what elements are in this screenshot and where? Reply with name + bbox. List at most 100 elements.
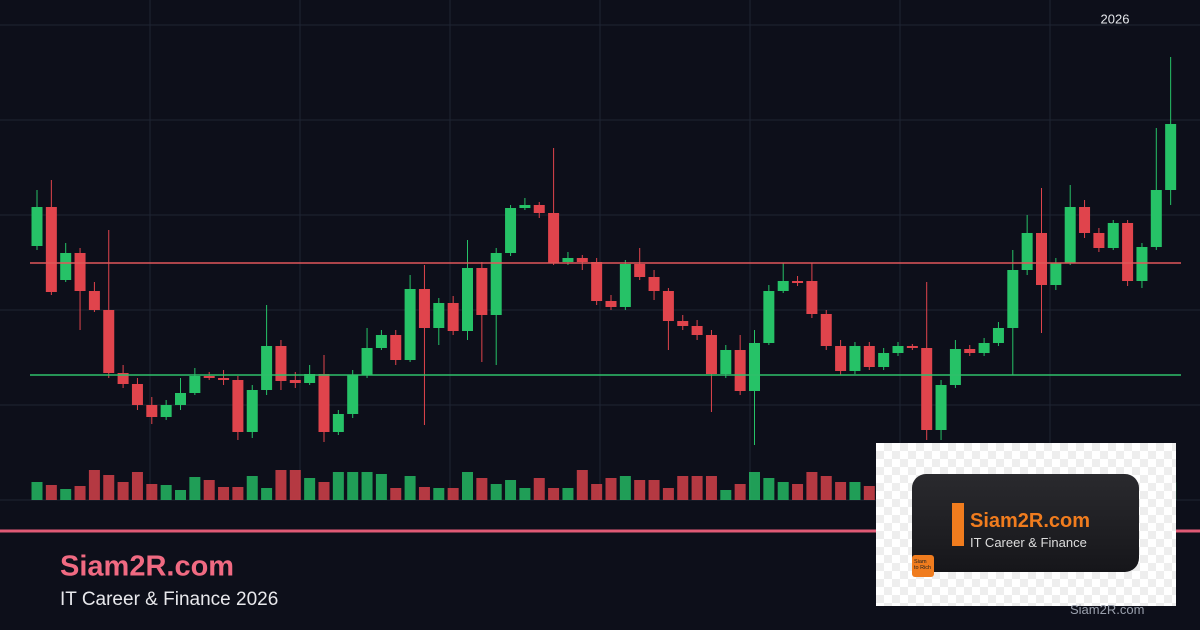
volume-bar [562,488,574,500]
brand-name: Siam2R.com [60,551,234,583]
volume-bar [806,472,818,500]
volume-bar [835,482,847,500]
candle-body [863,346,875,367]
candle-body [375,335,387,348]
volume-bar [734,484,746,500]
volume-bar [88,470,100,500]
volume-bar [519,488,531,500]
candle-body [591,262,603,301]
candle-body [906,346,918,348]
volume-bar [447,488,459,500]
volume-bar [246,476,258,500]
candle-body [763,291,775,343]
candle-body [88,291,100,310]
candle-body [562,258,574,262]
volume-bar [232,487,244,500]
candle-body [734,350,746,391]
candle-body [548,213,560,263]
candle-body [691,326,703,335]
period-label: 2026 [1101,11,1130,26]
candle-body [820,314,832,346]
candle-body [720,350,732,374]
volume-bar [705,476,717,500]
candle-body [246,390,258,432]
candle-body [1036,233,1047,285]
candle-body [992,328,1004,343]
candle-body [304,374,316,383]
candle-body [878,353,890,367]
candle-body [60,253,72,280]
volume-bar [863,486,875,500]
candle-body [261,346,273,390]
candle-body [705,335,717,374]
volume-bar [792,484,804,500]
watermark-card: Siam2R.com IT Career & Finance Siam to R… [912,474,1139,577]
candle-body [160,405,172,417]
volume-bar [418,487,430,500]
candle-body [275,346,287,381]
volume-bar [74,486,86,500]
candle-body [45,207,57,292]
candle-body [1165,124,1177,190]
footer-mark: Siam2R.com [1070,602,1145,617]
candle-body [1136,247,1148,281]
candle-body [146,405,158,417]
candle-body [332,414,344,432]
volume-bar [820,476,832,500]
candle-body [390,335,402,360]
volume-bar [462,472,473,500]
volume-bar [777,482,789,500]
volume-bar [160,485,172,500]
volume-bar [218,487,230,500]
candle-body [792,281,804,283]
candle-body [1122,223,1134,281]
volume-bar [634,480,646,500]
candle-body [777,281,789,291]
candle-body [189,376,201,393]
volume-bar [691,476,703,500]
volume-bar [749,472,760,500]
candle-body [576,258,588,262]
volume-bar [146,484,158,500]
candle-body [418,289,430,328]
candle-body [232,380,244,432]
volume-bar [289,470,301,500]
volume-bar [390,488,402,500]
watermark-name: Siam2R.com [970,510,1091,532]
candle-body [749,343,760,391]
candle-body [1064,207,1076,263]
volume-bar [117,482,129,500]
volume-bar [619,476,631,500]
volume-bar [404,476,416,500]
candle-body [634,264,646,277]
volume-bar [175,490,186,500]
candle-body [921,348,933,430]
volume-bar [375,474,387,500]
candle-body [605,301,617,307]
volume-bar [476,478,488,500]
candle-body [218,378,230,380]
volume-bar [304,478,316,500]
candle-body [117,373,129,384]
candle-body [1107,223,1119,248]
candle-body [662,291,674,321]
volume-bar [31,482,43,500]
volume-bar [332,472,344,500]
volume-bar [720,490,732,500]
volume-bar [648,480,660,500]
candle-body [978,343,990,353]
candle-body [1093,233,1105,248]
volume-bar [361,472,373,500]
candle-body [462,268,473,331]
candle-body [533,205,545,213]
volume-bar [60,489,72,500]
volume-bar [347,472,359,500]
candle-body [318,374,330,432]
volume-bar [548,488,560,500]
candle-body [289,380,301,383]
candle-body [447,303,459,331]
candle-body [619,264,631,307]
volume-bar [103,475,115,500]
candle-body [490,253,502,315]
candle-body [835,346,847,371]
